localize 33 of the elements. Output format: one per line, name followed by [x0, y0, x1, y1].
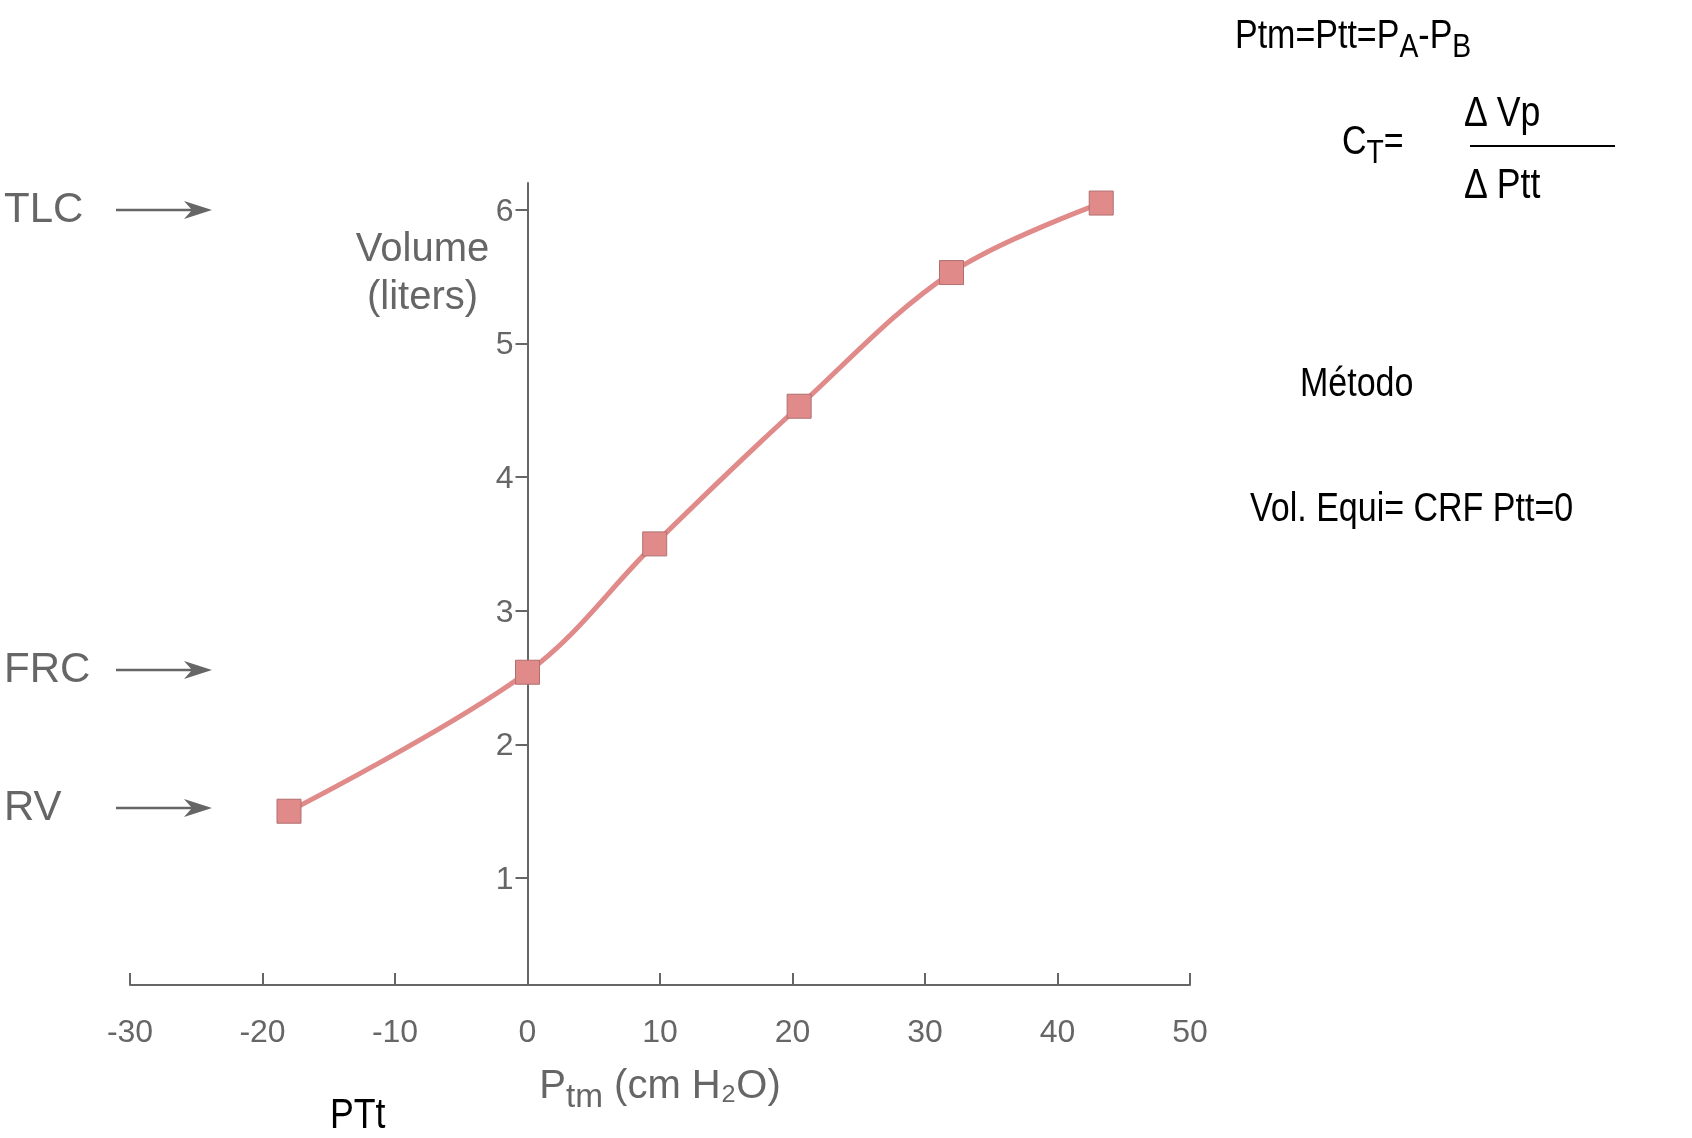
x-tick-label: 50 — [1172, 1013, 1208, 1049]
text: ∆ Ptt — [1465, 160, 1541, 208]
x-axis-title: P$_{tm}$ (cm H₂O) — [539, 1062, 781, 1115]
point — [276, 798, 302, 824]
y-tick-label: 2 — [495, 726, 514, 763]
y-tick-label: 4 — [495, 459, 514, 496]
point — [1088, 190, 1114, 216]
point — [786, 393, 812, 419]
x-tick-label: 0 — [518, 1013, 537, 1049]
y-tick-label: 1 — [495, 860, 514, 897]
point — [939, 260, 964, 286]
y-axis-title: Volume (liters) — [355, 225, 490, 317]
text: RV — [4, 782, 62, 830]
x-tick-label: 40 — [1039, 1013, 1076, 1049]
text: ∆ Vp — [1465, 88, 1541, 136]
point — [642, 531, 668, 557]
point — [515, 659, 540, 685]
text: FRC — [4, 644, 91, 692]
text: Ptm=Ptt=P$_{A}$-P$_{B}$ — [1235, 12, 1472, 65]
text: PTt — [330, 1090, 386, 1138]
text: Vol. Equi= CRF Ptt=0 — [1250, 485, 1574, 530]
y-tick-label: 6 — [495, 191, 514, 228]
y-tick-label: 5 — [495, 325, 514, 362]
text: TLC — [4, 184, 84, 232]
text: C$_{T}$= — [1342, 118, 1404, 171]
x-tick-label: -20 — [239, 1013, 286, 1049]
x-tick-label: 20 — [774, 1013, 811, 1049]
text: Método — [1300, 360, 1414, 405]
x-tick-label: -30 — [106, 1013, 154, 1049]
x-tick-label: -10 — [371, 1013, 419, 1049]
x-tick-label: 30 — [907, 1013, 943, 1049]
x-tick-label: 10 — [642, 1013, 678, 1049]
y-tick-label: 3 — [495, 592, 514, 629]
